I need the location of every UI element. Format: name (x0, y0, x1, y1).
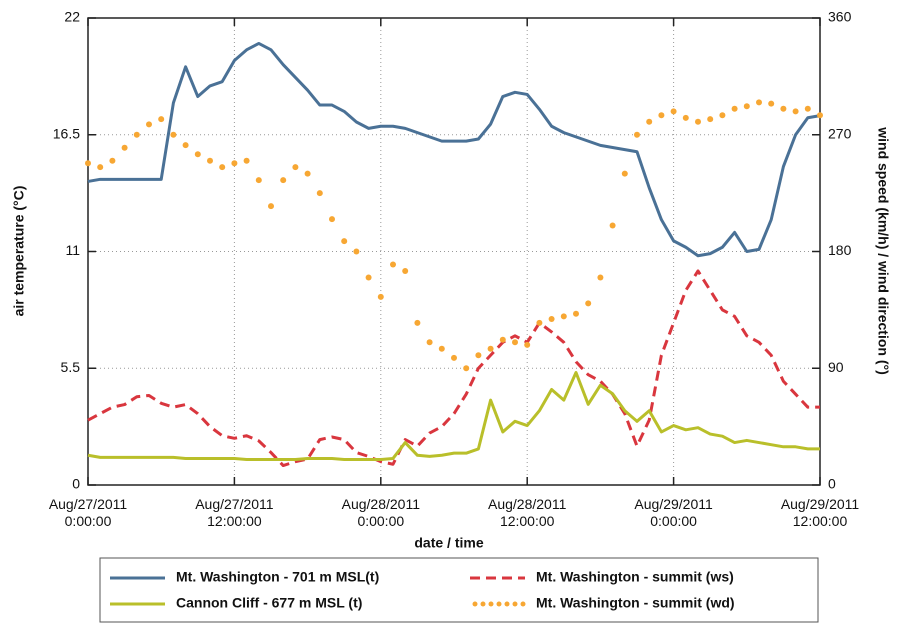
data-point (780, 105, 787, 112)
data-point (463, 365, 470, 372)
data-point (329, 216, 335, 223)
data-point (121, 144, 128, 151)
data-point (487, 345, 494, 352)
data-point (536, 319, 543, 326)
data-point (609, 222, 616, 229)
y-tick-label: 11 (65, 242, 80, 258)
legend-swatch (480, 601, 486, 607)
data-point (365, 274, 372, 281)
legend-swatch (472, 601, 478, 607)
data-point (707, 116, 714, 123)
y-tick-label: 16.5 (53, 125, 80, 141)
x-tick-label: Aug/29/2011 0:00:00 (634, 496, 713, 529)
legend-swatch (496, 601, 502, 607)
data-point (438, 345, 445, 352)
data-point (243, 157, 250, 164)
x-tick-label: Aug/29/2011 12:00:00 (781, 496, 860, 529)
data-point (682, 114, 689, 121)
data-point (451, 354, 457, 361)
data-point (109, 157, 116, 164)
y-tick-label: 0 (72, 476, 80, 492)
legend-label: Mt. Washington - summit (ws) (536, 569, 734, 585)
data-point (548, 315, 555, 322)
data-point (499, 336, 506, 343)
data-point (255, 177, 262, 184)
series-line (87, 41, 821, 258)
data-point (621, 170, 628, 177)
y2-tick-label: 0 (828, 476, 836, 492)
x-tick-label: Aug/27/2011 12:00:00 (195, 496, 274, 529)
legend-label: Mt. Washington - summit (wd) (536, 595, 735, 611)
data-point (146, 121, 152, 128)
data-point (341, 238, 348, 245)
y2-tick-label: 180 (828, 242, 852, 258)
data-point (743, 103, 750, 110)
data-point (268, 203, 274, 210)
x-tick-label: Aug/28/2011 12:00:00 (488, 496, 567, 529)
legend (99, 557, 819, 623)
series-line (87, 370, 820, 462)
legend-label: Mt. Washington - 701 m MSL(t) (176, 569, 379, 585)
data-point (646, 118, 653, 125)
x-axis-label: date / time (414, 535, 483, 551)
data-point (817, 112, 823, 119)
data-point (804, 105, 811, 112)
legend-label: Cannon Cliff - 677 m MSL (t) (176, 595, 362, 611)
data-point (768, 100, 775, 107)
data-point (512, 339, 518, 346)
y-axis-label: air temperature (°C) (11, 186, 27, 317)
data-point (792, 108, 799, 115)
x-tick-label: Aug/27/2011 0:00:00 (49, 496, 128, 529)
data-point (353, 248, 360, 255)
data-point (219, 164, 226, 171)
data-point (304, 170, 311, 177)
data-point (280, 177, 287, 184)
legend-swatch (488, 601, 494, 607)
data-point (719, 112, 726, 119)
data-point (133, 131, 140, 138)
data-point (194, 151, 201, 158)
y-tick-label: 22 (64, 9, 80, 25)
y2-tick-label: 360 (828, 9, 852, 25)
data-point (560, 313, 567, 320)
y2-tick-label: 270 (828, 125, 852, 141)
data-point (414, 319, 421, 326)
legend-swatch (504, 601, 510, 607)
legend-swatch (512, 601, 518, 607)
data-point (695, 118, 701, 125)
data-point (316, 190, 323, 197)
data-point (402, 267, 409, 274)
data-point (475, 352, 482, 359)
data-point (158, 116, 165, 123)
data-point (377, 293, 384, 300)
data-point (670, 108, 677, 115)
y-tick-label: 5.5 (61, 359, 81, 375)
data-point (182, 142, 189, 149)
data-point (658, 112, 665, 119)
x-tick-label: Aug/28/2011 0:00:00 (342, 496, 421, 529)
data-point (634, 131, 640, 138)
data-point (231, 160, 238, 167)
legend-swatch (520, 601, 526, 607)
data-point (597, 274, 604, 281)
data-point (573, 310, 579, 317)
data-point (426, 339, 433, 346)
data-point (524, 341, 531, 348)
y2-axis-label: wind speed (km/h) / wind direction (°) (875, 126, 891, 375)
data-point (207, 157, 213, 164)
data-point (731, 105, 738, 112)
data-point (170, 131, 177, 138)
data-point (85, 160, 91, 167)
y2-tick-label: 90 (828, 359, 844, 375)
data-point (585, 300, 592, 307)
plot-frame (87, 17, 821, 486)
data-point (97, 164, 104, 171)
data-point (390, 261, 396, 268)
data-point (756, 99, 762, 106)
series-line (87, 269, 820, 468)
data-point (292, 164, 299, 171)
